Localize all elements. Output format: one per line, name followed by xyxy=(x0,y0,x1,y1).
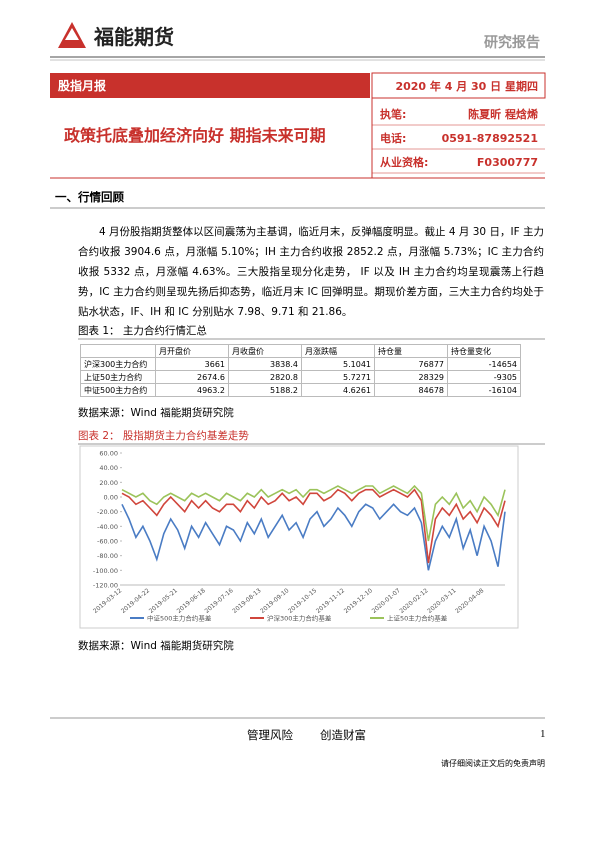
y-tick-label: 40.00 xyxy=(99,464,118,472)
banner-box xyxy=(50,73,370,98)
table-cell: -9305 xyxy=(447,370,521,384)
data-line xyxy=(121,503,506,571)
table-row: 中证500主力合约 4963.2 5188.2 4.6261 84678 -16104 xyxy=(80,383,521,397)
chart-caption: 图表 2： 股指期货主力合约基差走势 xyxy=(78,429,249,442)
data-line xyxy=(121,488,506,564)
table-cell: -14654 xyxy=(447,357,521,371)
contact-value: 陈夏昕 程焓烯 xyxy=(468,107,538,121)
y-tick-label: -60.00 xyxy=(97,538,118,546)
legend-label: 中证500主力合约基差 xyxy=(147,614,212,623)
table-cell: 3838.4 xyxy=(228,357,302,371)
table-cell: 5188.2 xyxy=(228,383,302,397)
table-cell: 84678 xyxy=(374,383,448,397)
table-cell xyxy=(80,344,156,358)
legend-label: 沪深300主力合约基差 xyxy=(267,614,332,623)
contact-label: 电话: xyxy=(380,131,406,145)
source: 数据来源：Wind 福能期货研究院 xyxy=(78,639,234,652)
legend-label: 上证50主力合约基差 xyxy=(387,614,448,623)
source: 数据来源：Wind 福能期货研究院 xyxy=(78,406,234,419)
table-cell: 2820.8 xyxy=(228,370,302,384)
contact-value: 0591-87892521 xyxy=(442,132,538,145)
date-box xyxy=(371,72,546,99)
table-cell: 上证50主力合约 xyxy=(80,370,156,384)
logo-text: 福能期货 xyxy=(93,25,174,49)
table-row: 上证50主力合约 2674.6 2820.8 5.7271 28329 -9305 xyxy=(80,370,521,384)
table-row: 月开盘价 月收盘价 月涨跌幅 持仓量 持仓量变化 xyxy=(80,344,521,358)
table-cell: 28329 xyxy=(374,370,448,384)
chart-frame xyxy=(79,445,519,629)
contact-label: 执笔: xyxy=(380,107,406,121)
table-cell: 4.6261 xyxy=(301,383,375,397)
contact-label: 从业资格: xyxy=(380,155,428,169)
table-cell: 5.7271 xyxy=(301,370,375,384)
table-cell: -16104 xyxy=(447,383,521,397)
table-cell: 持仓量 xyxy=(374,344,448,358)
section-heading: 一、行情回顾 xyxy=(55,190,124,204)
table-cell: 2674.6 xyxy=(155,370,229,384)
footer-slogan: 管理风险 xyxy=(247,728,293,742)
data-line xyxy=(121,484,506,542)
paragraph: 4 月份股指期货整体以区间震荡为主基调，临近月末，反弹幅度明显。截止 4 月 3… xyxy=(78,226,544,318)
table-caption: 图表 1： 主力合约行情汇总 xyxy=(78,324,207,337)
table-cell: 月涨跌幅 xyxy=(301,344,375,358)
report-type: 研究报告 xyxy=(484,34,540,51)
y-tick-label: -120.00 xyxy=(93,582,118,590)
y-tick-label: -40.00 xyxy=(97,523,118,531)
table-cell: 沪深300主力合约 xyxy=(80,357,156,371)
table-cell: 3661 xyxy=(155,357,229,371)
y-tick-label: -20.00 xyxy=(97,508,118,516)
logo-icon-inner xyxy=(65,28,79,40)
page-number: 1 xyxy=(540,728,546,740)
y-tick-label: 60.00 xyxy=(99,450,118,458)
table-row: 沪深300主力合约 3661 3838.4 5.1041 76877 -14654 xyxy=(80,357,521,371)
table-cell: 月开盘价 xyxy=(155,344,229,358)
table-wrap: 月开盘价 月收盘价 月涨跌幅 持仓量 持仓量变化 沪深300主力合约 3661 3838.4 5… xyxy=(80,344,521,397)
table-cell: 5.1041 xyxy=(301,357,375,371)
banner-label: 股指月报 xyxy=(58,78,106,93)
footer-slogan: 创造财富 xyxy=(320,728,366,742)
banner-date: 2020 年 4 月 30 日 星期四 xyxy=(395,79,538,93)
disclaimer: 请仔细阅读正文后的免责声明 xyxy=(441,758,545,768)
table-cell: 持仓量变化 xyxy=(447,344,521,358)
y-tick-label: -100.00 xyxy=(93,567,118,575)
table-cell: 月收盘价 xyxy=(228,344,302,358)
table-cell: 76877 xyxy=(374,357,448,371)
y-tick-label: 0.00 xyxy=(104,494,118,502)
y-tick-label: 20.00 xyxy=(99,479,118,487)
table: 月开盘价 月收盘价 月涨跌幅 持仓量 持仓量变化 沪深300主力合约 3661 3838.4 5… xyxy=(80,344,521,397)
report-title: 政策托底叠加经济向好 期指未来可期 xyxy=(64,126,326,145)
table-cell: 中证500主力合约 xyxy=(80,383,156,397)
contact-value: F0300777 xyxy=(477,156,538,169)
y-tick-label: -80.00 xyxy=(97,552,118,560)
table-cell: 4963.2 xyxy=(155,383,229,397)
